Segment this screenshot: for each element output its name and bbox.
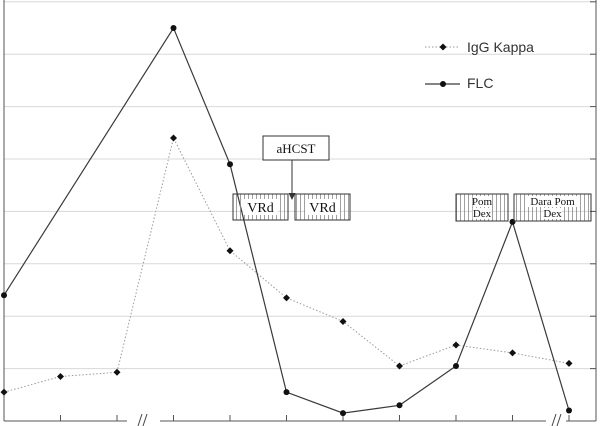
legend: IgG Kappa FLC [425, 39, 534, 91]
data-point-s1-3 [170, 25, 177, 31]
annotation-label-vrd-2: VRd [309, 201, 335, 216]
series-line-0 [3, 136, 570, 393]
data-point-s1-0 [1, 292, 7, 299]
annotation-label-ahcst: aHCST [277, 141, 316, 156]
annotation-label-dara-pom-dex-0: Dara Pom [530, 196, 575, 208]
annotation-text-bg-vrd-2 [305, 199, 340, 215]
annotation-text-bg-pom-dex-0 [472, 196, 492, 207]
data-point-s1-6 [340, 410, 346, 417]
annotation-label-pom-dex-1: Dex [473, 208, 492, 220]
series-points [0, 25, 573, 417]
annotation-label-pom-dex-0: Pom [472, 196, 493, 208]
data-point-s1-7 [396, 402, 403, 409]
data-point-s1-4 [227, 161, 233, 168]
data-point-s1-8 [453, 362, 459, 369]
legend-marker-igg-kappa [439, 43, 447, 51]
data-point-s0-7 [396, 362, 403, 370]
annotation-label-dara-pom-dex-1: Dex [543, 208, 562, 220]
data-point-s0-8 [452, 341, 460, 349]
legend-label-flc: FLC [467, 75, 493, 91]
annotation-label-vrd-1: VRd [247, 201, 273, 216]
annotation-text-bg-dara-pom-dex-1 [543, 208, 562, 219]
break-slash-b1 [556, 413, 562, 426]
annotation-text-bg-vrd-1 [243, 199, 278, 215]
data-point-s0-3 [170, 134, 177, 142]
legend-label-igg-kappa: IgG Kappa [467, 39, 534, 55]
axes [3, 0, 597, 426]
grid-lines [4, 1, 596, 370]
data-point-s1-10 [566, 407, 572, 414]
data-point-s1-5 [283, 389, 290, 396]
ahcst-arrow-head [288, 193, 296, 200]
break-slash-b0 [551, 413, 557, 426]
data-point-s0-2 [113, 368, 121, 376]
data-point-s0-1 [57, 372, 64, 380]
data-point-s0-9 [509, 349, 516, 357]
annotation-box-ahcst [262, 135, 330, 161]
break-slash-a0 [137, 413, 143, 426]
annotation-text-bg-dara-pom-dex-0 [527, 196, 578, 207]
break-slash-a1 [142, 413, 148, 426]
data-point-s0-4 [226, 247, 234, 255]
data-point-s0-0 [0, 388, 8, 396]
data-point-s0-5 [283, 294, 290, 302]
legend-marker-flc [440, 81, 446, 87]
annotation-text-bg-pom-dex-1 [472, 208, 492, 219]
data-point-s0-10 [565, 359, 573, 367]
data-point-s0-6 [339, 317, 347, 325]
